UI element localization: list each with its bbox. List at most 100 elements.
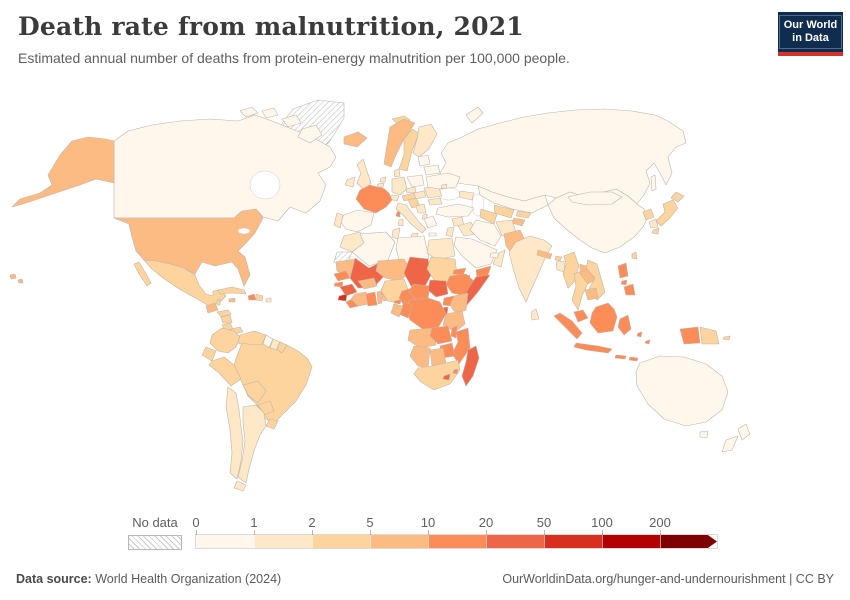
country-argentina[interactable]: [237, 404, 267, 484]
country-spain[interactable]: [339, 209, 375, 233]
country-sulawesi[interactable]: [617, 314, 632, 336]
country-saudi-arabia[interactable]: [453, 236, 498, 269]
country-bangladesh[interactable]: [555, 260, 566, 273]
country-papua-new-guinea[interactable]: [699, 326, 720, 345]
country-iceland[interactable]: [343, 131, 368, 148]
country-new-zealand-north[interactable]: [737, 423, 751, 441]
country-svalbard[interactable]: [391, 115, 411, 125]
country-colombia[interactable]: [209, 327, 241, 354]
country-kyrgyzstan[interactable]: [515, 210, 532, 219]
country-alaska[interactable]: [11, 136, 115, 208]
country-malaysia[interactable]: [573, 309, 589, 323]
country-canada-baffin[interactable]: [297, 124, 323, 144]
country-haiti[interactable]: [247, 293, 257, 301]
country-namibia[interactable]: [409, 345, 431, 369]
country-honduras[interactable]: [216, 309, 232, 318]
country-cuba[interactable]: [217, 286, 247, 295]
country-equatorial-guinea[interactable]: [393, 299, 402, 305]
country-angola[interactable]: [407, 327, 437, 349]
country-new-britain[interactable]: [722, 335, 731, 341]
country-japan-kyushu[interactable]: [651, 227, 660, 235]
country-caucasus[interactable]: [458, 190, 475, 201]
country-canada-island[interactable]: [281, 114, 302, 128]
country-baltic-states[interactable]: [417, 154, 431, 167]
country-ecuador[interactable]: [201, 346, 217, 362]
country-ireland[interactable]: [344, 176, 356, 188]
country-oman[interactable]: [492, 249, 506, 268]
country-tunisia[interactable]: [391, 227, 401, 240]
country-new-zealand-south[interactable]: [721, 435, 739, 453]
country-philippines-luzon[interactable]: [617, 262, 629, 279]
country-jordan[interactable]: [445, 226, 455, 238]
country-uruguay[interactable]: [265, 418, 279, 430]
country-poland[interactable]: [406, 174, 425, 188]
country-denmark[interactable]: [393, 168, 401, 178]
country-mongolia[interactable]: [567, 191, 623, 206]
country-cambodia[interactable]: [584, 287, 599, 301]
country-belgium[interactable]: [376, 182, 385, 188]
country-canada-island[interactable]: [239, 106, 259, 118]
legend-bin-6[interactable]: [544, 535, 602, 548]
legend-bin-3[interactable]: [370, 535, 428, 548]
country-netherlands[interactable]: [379, 176, 387, 183]
country-czechia[interactable]: [405, 186, 417, 194]
country-novaya-zemlya[interactable]: [465, 106, 484, 124]
country-jamaica[interactable]: [228, 297, 236, 303]
country-lesser-sunda[interactable]: [614, 354, 639, 362]
country-gabon[interactable]: [390, 303, 404, 318]
country-sri-lanka[interactable]: [530, 308, 540, 321]
country-australia[interactable]: [635, 355, 729, 427]
country-malawi[interactable]: [450, 325, 458, 339]
country-peru[interactable]: [208, 356, 242, 387]
country-guatemala[interactable]: [205, 302, 219, 314]
country-taiwan[interactable]: [631, 251, 638, 260]
country-turkey[interactable]: [435, 203, 475, 218]
country-eswatini[interactable]: [452, 368, 459, 375]
country-madagascar[interactable]: [461, 345, 480, 387]
country-west-papua[interactable]: [679, 326, 701, 345]
country-tierra-del-fuego[interactable]: [233, 480, 247, 492]
country-puerto-rico[interactable]: [265, 297, 272, 303]
country-guinea[interactable]: [339, 283, 358, 297]
country-bhutan[interactable]: [554, 255, 563, 262]
country-germany[interactable]: [391, 176, 408, 196]
legend-bin-8-arrow[interactable]: [660, 535, 717, 548]
country-north-korea[interactable]: [642, 208, 655, 221]
country-maluku[interactable]: [636, 331, 651, 345]
country-democratic-republic-of-congo[interactable]: [405, 297, 447, 331]
country-iran[interactable]: [469, 219, 502, 247]
country-chad[interactable]: [403, 256, 432, 289]
country-france[interactable]: [355, 184, 393, 214]
country-borneo[interactable]: [589, 302, 618, 334]
country-canada-island[interactable]: [261, 107, 279, 119]
country-bolivia[interactable]: [242, 380, 267, 404]
country-belarus[interactable]: [423, 164, 441, 176]
country-tasmania[interactable]: [699, 430, 709, 439]
country-egypt[interactable]: [426, 237, 456, 261]
country-hawaii[interactable]: [9, 273, 24, 284]
country-serbia[interactable]: [415, 203, 427, 214]
country-united-states[interactable]: [113, 208, 264, 287]
country-russia[interactable]: [439, 108, 687, 205]
country-lesotho[interactable]: [442, 373, 451, 381]
country-myanmar[interactable]: [562, 251, 580, 289]
country-senegal[interactable]: [333, 270, 351, 282]
country-nicaragua[interactable]: [220, 314, 233, 324]
legend-bin-1[interactable]: [254, 535, 312, 548]
country-philippines-mindanao[interactable]: [623, 283, 636, 296]
country-japan-honshu[interactable]: [655, 199, 679, 227]
no-data-swatch[interactable]: [128, 535, 182, 550]
legend-bin-4[interactable]: [428, 535, 486, 548]
credit-link[interactable]: OurWorldinData.org/hunger-and-undernouri…: [502, 572, 834, 586]
country-finland[interactable]: [412, 123, 438, 158]
country-burkina-faso[interactable]: [357, 277, 378, 290]
country-norway[interactable]: [383, 118, 416, 168]
country-crete[interactable]: [428, 232, 437, 237]
country-ukraine[interactable]: [425, 172, 461, 190]
country-sweden[interactable]: [398, 128, 420, 172]
country-india[interactable]: [508, 235, 553, 303]
country-italy[interactable]: [395, 202, 427, 234]
country-java[interactable]: [573, 342, 613, 354]
country-united-arab-emirates[interactable]: [489, 252, 500, 259]
country-zambia[interactable]: [429, 325, 453, 345]
